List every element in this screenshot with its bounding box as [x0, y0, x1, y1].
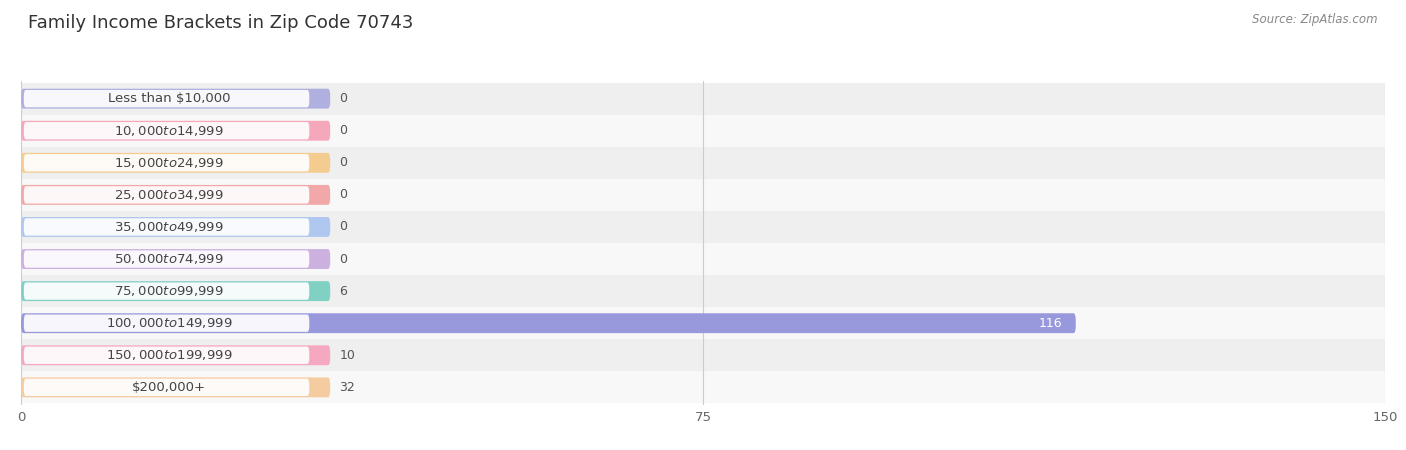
- Text: $75,000 to $99,999: $75,000 to $99,999: [114, 284, 224, 298]
- FancyBboxPatch shape: [24, 122, 309, 140]
- FancyBboxPatch shape: [24, 186, 309, 203]
- Text: 6: 6: [339, 284, 347, 297]
- Text: 0: 0: [339, 124, 347, 137]
- FancyBboxPatch shape: [21, 281, 330, 301]
- Text: $15,000 to $24,999: $15,000 to $24,999: [114, 156, 224, 170]
- FancyBboxPatch shape: [21, 275, 1385, 307]
- FancyBboxPatch shape: [24, 218, 309, 236]
- FancyBboxPatch shape: [24, 315, 309, 332]
- Text: $150,000 to $199,999: $150,000 to $199,999: [105, 348, 232, 362]
- FancyBboxPatch shape: [24, 379, 309, 396]
- Text: 116: 116: [1039, 317, 1062, 330]
- FancyBboxPatch shape: [21, 185, 330, 205]
- FancyBboxPatch shape: [24, 90, 309, 107]
- Text: 0: 0: [339, 252, 347, 266]
- FancyBboxPatch shape: [21, 179, 1385, 211]
- Text: 10: 10: [339, 349, 356, 362]
- FancyBboxPatch shape: [21, 345, 330, 365]
- FancyBboxPatch shape: [21, 147, 1385, 179]
- Text: 0: 0: [339, 92, 347, 105]
- FancyBboxPatch shape: [21, 307, 1385, 339]
- FancyBboxPatch shape: [21, 89, 330, 108]
- FancyBboxPatch shape: [24, 154, 309, 171]
- FancyBboxPatch shape: [21, 371, 1385, 403]
- FancyBboxPatch shape: [21, 115, 1385, 147]
- Text: Source: ZipAtlas.com: Source: ZipAtlas.com: [1253, 14, 1378, 27]
- FancyBboxPatch shape: [21, 339, 1385, 371]
- Text: Less than $10,000: Less than $10,000: [108, 92, 231, 105]
- FancyBboxPatch shape: [21, 211, 1385, 243]
- Text: 0: 0: [339, 220, 347, 234]
- Text: $10,000 to $14,999: $10,000 to $14,999: [114, 124, 224, 138]
- FancyBboxPatch shape: [21, 249, 330, 269]
- FancyBboxPatch shape: [24, 346, 309, 364]
- FancyBboxPatch shape: [21, 121, 330, 141]
- FancyBboxPatch shape: [21, 83, 1385, 115]
- Text: Family Income Brackets in Zip Code 70743: Family Income Brackets in Zip Code 70743: [28, 14, 413, 32]
- FancyBboxPatch shape: [21, 243, 1385, 275]
- Text: $200,000+: $200,000+: [132, 381, 207, 394]
- FancyBboxPatch shape: [24, 250, 309, 268]
- Text: 32: 32: [339, 381, 356, 394]
- Text: 0: 0: [339, 189, 347, 202]
- Text: $35,000 to $49,999: $35,000 to $49,999: [114, 220, 224, 234]
- Text: $100,000 to $149,999: $100,000 to $149,999: [105, 316, 232, 330]
- FancyBboxPatch shape: [21, 153, 330, 173]
- Text: $25,000 to $34,999: $25,000 to $34,999: [114, 188, 224, 202]
- Text: 0: 0: [339, 156, 347, 169]
- FancyBboxPatch shape: [24, 283, 309, 300]
- FancyBboxPatch shape: [21, 217, 330, 237]
- Text: $50,000 to $74,999: $50,000 to $74,999: [114, 252, 224, 266]
- FancyBboxPatch shape: [21, 378, 330, 397]
- FancyBboxPatch shape: [21, 313, 1076, 333]
